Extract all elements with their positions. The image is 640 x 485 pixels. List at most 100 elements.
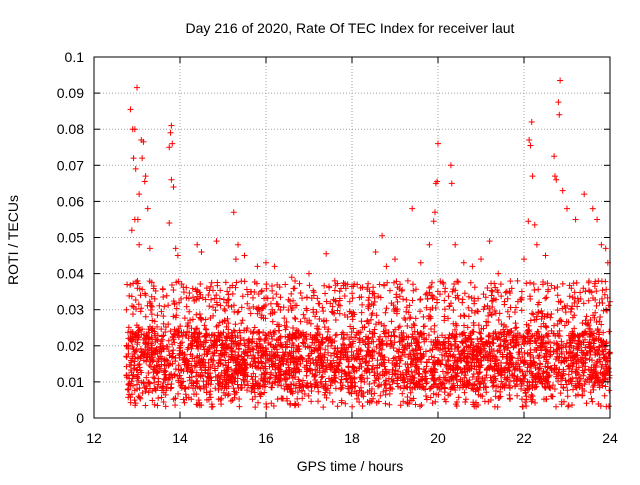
data-point [323, 298, 330, 305]
data-point [303, 372, 310, 379]
data-point [365, 334, 372, 341]
data-point [468, 385, 475, 392]
x-tick-label: 24 [602, 430, 618, 446]
data-point [460, 312, 467, 319]
data-point [575, 380, 582, 387]
data-point [135, 393, 142, 400]
data-point [182, 358, 189, 365]
data-point [344, 281, 351, 288]
data-point [589, 357, 596, 364]
data-point [145, 389, 152, 396]
data-point [136, 326, 143, 333]
data-point [521, 341, 528, 348]
data-point [314, 295, 321, 302]
data-point [291, 333, 298, 340]
data-point [368, 390, 375, 397]
data-point [309, 370, 316, 377]
data-point [543, 324, 550, 331]
data-point [512, 304, 519, 311]
data-point [151, 318, 158, 325]
data-point [293, 335, 300, 342]
data-point [278, 342, 285, 349]
data-point [239, 384, 246, 391]
data-point [547, 344, 554, 351]
data-point [281, 385, 288, 392]
data-point [529, 332, 536, 339]
data-point [324, 334, 331, 341]
data-point [273, 346, 280, 353]
data-point [131, 397, 138, 404]
data-point [514, 392, 521, 399]
data-point [356, 399, 363, 406]
data-point [194, 241, 201, 248]
data-point [136, 241, 143, 248]
data-point [366, 294, 373, 301]
data-point [556, 354, 563, 361]
data-point [160, 389, 167, 396]
data-point [578, 347, 585, 354]
data-point [408, 340, 415, 347]
data-point [589, 398, 596, 405]
data-point [373, 343, 380, 350]
data-point [598, 363, 605, 370]
data-point [123, 374, 130, 381]
data-point [563, 381, 570, 388]
data-point [290, 297, 297, 304]
data-point [451, 384, 458, 391]
data-point [130, 382, 137, 389]
data-point [240, 371, 247, 378]
data-point [425, 332, 432, 339]
data-point [187, 317, 194, 324]
data-point [292, 278, 299, 284]
data-point [220, 329, 227, 336]
data-point [255, 385, 262, 392]
data-point [279, 395, 286, 402]
data-point [460, 259, 467, 266]
data-point [123, 353, 130, 360]
data-point [429, 372, 436, 379]
data-point [162, 376, 169, 383]
data-point [166, 371, 173, 378]
data-point [304, 367, 311, 374]
data-point [146, 362, 153, 369]
data-point [463, 380, 470, 387]
data-point [405, 353, 412, 360]
data-point [572, 216, 579, 223]
data-point [422, 386, 429, 393]
data-point [449, 353, 456, 360]
data-point [448, 300, 455, 307]
data-point [377, 353, 384, 360]
data-point [206, 287, 213, 294]
data-point [497, 329, 504, 336]
data-point [551, 153, 558, 160]
data-point [387, 337, 394, 344]
data-point [238, 304, 245, 311]
data-point [501, 338, 508, 345]
data-point [488, 377, 495, 384]
data-point [226, 375, 233, 382]
data-point [527, 337, 534, 344]
data-point [278, 382, 285, 389]
data-point [134, 84, 140, 91]
data-point [516, 366, 523, 373]
data-point [231, 394, 238, 401]
data-point [388, 376, 395, 383]
data-point [498, 321, 505, 328]
data-point [386, 369, 393, 376]
data-point [535, 309, 542, 316]
data-point [508, 285, 515, 292]
data-point [282, 348, 289, 355]
data-point [292, 358, 299, 365]
data-point [181, 399, 188, 406]
data-point [352, 334, 359, 341]
data-point [476, 369, 483, 376]
data-point [272, 354, 279, 361]
data-point [325, 349, 332, 356]
data-point [320, 308, 327, 315]
data-point [230, 341, 237, 348]
data-point [558, 338, 565, 345]
data-point [468, 335, 475, 342]
data-point [383, 387, 390, 394]
data-point [407, 389, 414, 396]
data-point [158, 308, 165, 315]
